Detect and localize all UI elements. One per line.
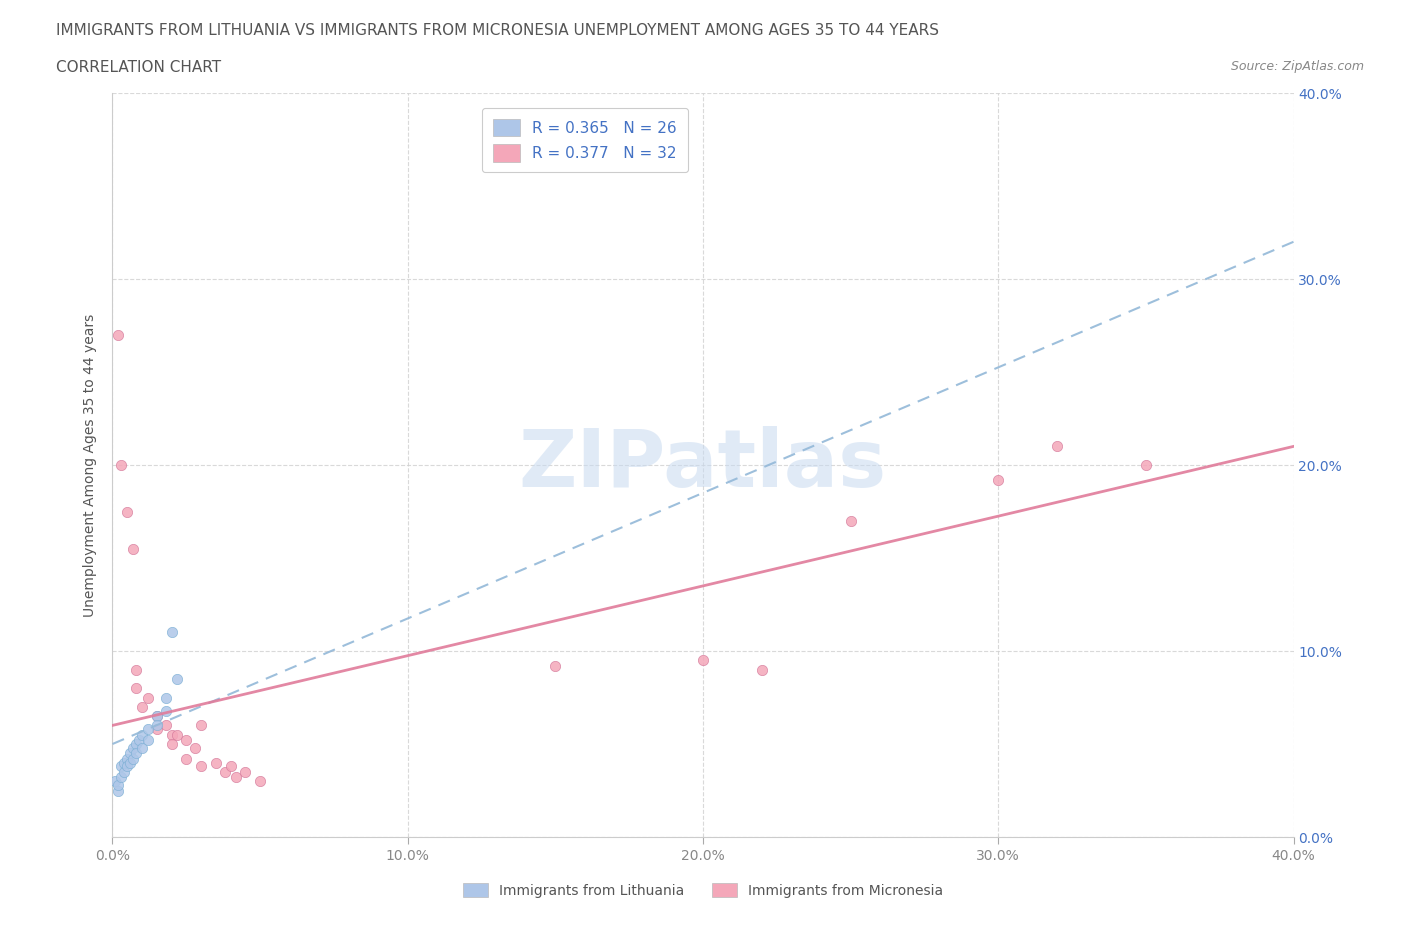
Point: [110, 759, 132, 774]
Point: [117, 751, 138, 766]
Point: [117, 504, 138, 519]
Point: [107, 777, 129, 792]
Y-axis label: Unemployment Among Ages 35 to 44 years: Unemployment Among Ages 35 to 44 years: [83, 313, 97, 617]
Point: [131, 727, 153, 742]
Point: [107, 783, 129, 798]
Point: [112, 755, 135, 770]
Point: [107, 327, 129, 342]
Point: [155, 718, 177, 733]
Point: [166, 727, 188, 742]
Text: Source: ZipAtlas.com: Source: ZipAtlas.com: [1230, 60, 1364, 73]
Point: [131, 699, 153, 714]
Point: [112, 764, 135, 779]
Point: [249, 774, 271, 789]
Point: [839, 513, 862, 528]
Point: [125, 681, 148, 696]
Legend: Immigrants from Lithuania, Immigrants from Micronesia: Immigrants from Lithuania, Immigrants fr…: [456, 876, 950, 905]
Point: [131, 740, 153, 755]
Point: [122, 740, 145, 755]
Point: [120, 755, 142, 770]
Point: [233, 764, 256, 779]
Point: [544, 658, 567, 673]
Point: [190, 718, 212, 733]
Point: [160, 737, 183, 751]
Point: [104, 774, 127, 789]
Point: [136, 722, 159, 737]
Point: [155, 703, 177, 718]
Point: [987, 472, 1010, 487]
Point: [190, 759, 212, 774]
Point: [125, 746, 148, 761]
Point: [146, 709, 169, 724]
Point: [146, 709, 169, 724]
Text: ZIPatlas: ZIPatlas: [519, 426, 887, 504]
Point: [160, 727, 183, 742]
Point: [225, 770, 247, 785]
Point: [160, 625, 183, 640]
Point: [1046, 439, 1069, 454]
Point: [166, 671, 188, 686]
Point: [174, 733, 197, 748]
Point: [174, 751, 197, 766]
Point: [110, 770, 132, 785]
Point: [219, 759, 242, 774]
Point: [1135, 458, 1157, 472]
Point: [120, 746, 142, 761]
Point: [751, 662, 773, 677]
Point: [122, 541, 145, 556]
Point: [125, 662, 148, 677]
Point: [110, 458, 132, 472]
Point: [692, 653, 714, 668]
Point: [136, 733, 159, 748]
Point: [125, 737, 148, 751]
Text: CORRELATION CHART: CORRELATION CHART: [56, 60, 221, 75]
Point: [205, 755, 228, 770]
Point: [184, 740, 207, 755]
Point: [146, 722, 169, 737]
Text: IMMIGRANTS FROM LITHUANIA VS IMMIGRANTS FROM MICRONESIA UNEMPLOYMENT AMONG AGES : IMMIGRANTS FROM LITHUANIA VS IMMIGRANTS …: [56, 23, 939, 38]
Point: [146, 718, 169, 733]
Point: [214, 764, 236, 779]
Point: [155, 690, 177, 705]
Point: [122, 751, 145, 766]
Point: [136, 690, 159, 705]
Point: [117, 759, 138, 774]
Point: [128, 733, 150, 748]
